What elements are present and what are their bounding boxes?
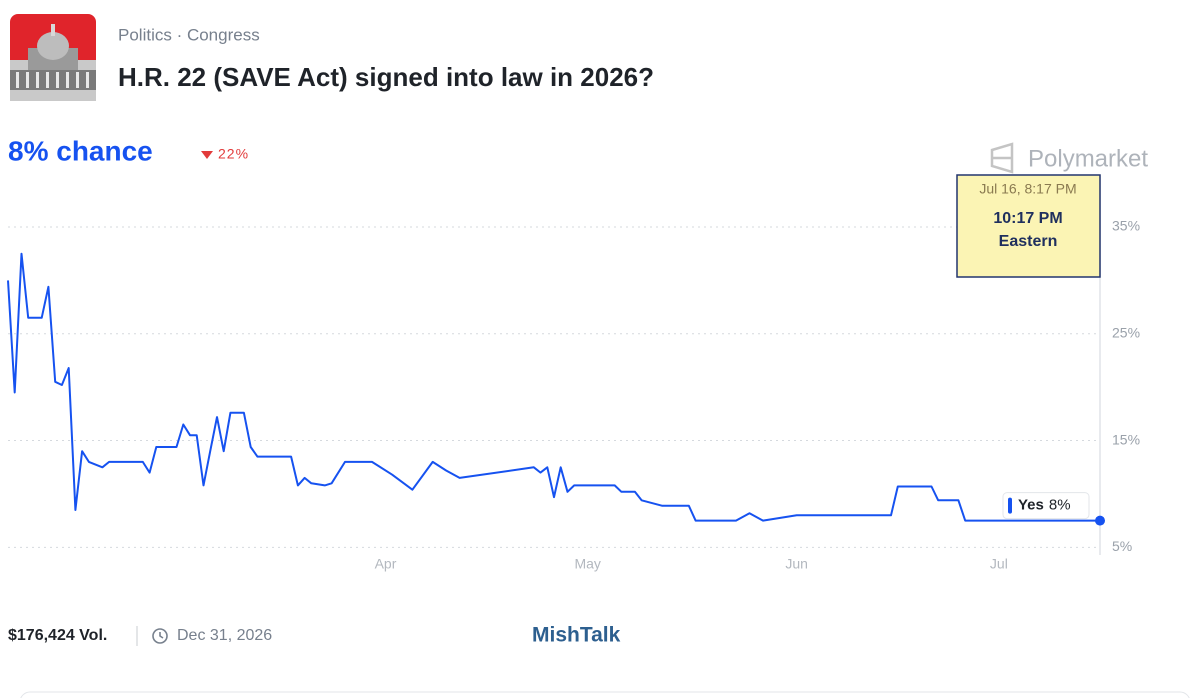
annotation: 10:17 PM [993, 210, 1062, 227]
headline-chance: 8% chance [8, 135, 153, 166]
x-tick-label: Apr [375, 556, 397, 572]
annotation: Jul 16, 8:17 PM [979, 181, 1076, 197]
breadcrumb[interactable]: Politics · Congress [118, 25, 260, 44]
market-thumbnail[interactable] [10, 14, 96, 101]
volume: $176,424 Vol. [8, 627, 107, 644]
tooltip-box [956, 174, 1101, 278]
brand-logo [990, 142, 1014, 174]
y-tick-label: 35% [1112, 218, 1140, 234]
y-tick-label: 5% [1112, 538, 1132, 554]
end-label-swatch [1008, 497, 1012, 514]
end-label-box [1002, 492, 1090, 520]
price-line [7, 252, 1100, 522]
end-value: 8% [1049, 497, 1071, 514]
next-card [20, 691, 1190, 698]
series-name: Yes [1018, 497, 1044, 514]
x-tick-label: Jul [990, 556, 1008, 572]
market-title: H.R. 22 (SAVE Act) signed into law in 20… [118, 62, 654, 92]
brand-name: Polymarket [1028, 145, 1148, 172]
y-tick-label: 15% [1112, 431, 1140, 447]
x-tick-label: May [574, 556, 600, 572]
annotation: Eastern [999, 233, 1058, 250]
watermark: MishTalk [532, 624, 621, 647]
chart: 5% 15% 25% 35% Apr May Jun Jul Yes 8% Jul 16, 8:17… [7, 174, 1140, 572]
end-label: Yes 8% [1002, 492, 1090, 520]
end-label-text: Yes 8% [1018, 497, 1071, 514]
y-tick-label: 25% [1112, 324, 1140, 340]
end-point [1095, 515, 1105, 526]
x-tick-label: Jun [785, 556, 808, 572]
clock-icon [152, 628, 168, 644]
down-arrow [201, 151, 213, 159]
change: 22% [218, 146, 249, 162]
time-tooltip: Jul 16, 8:17 PM 10:17 PM Eastern [956, 174, 1101, 278]
end-date: Dec 31, 2026 [177, 627, 272, 644]
